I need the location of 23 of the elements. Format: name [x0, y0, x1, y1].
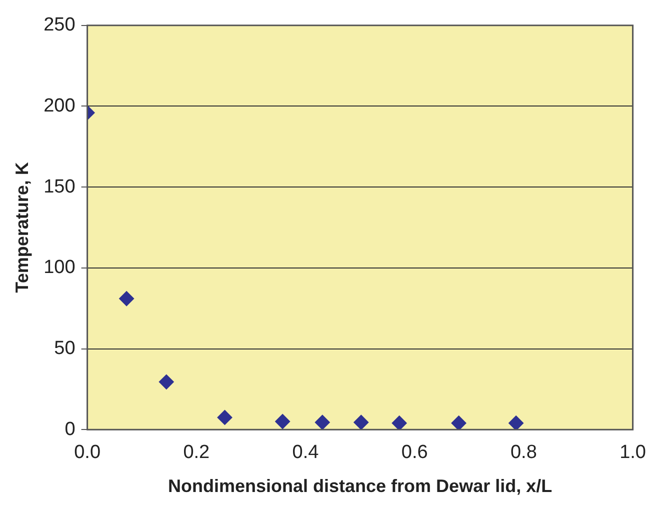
- x-tick-label: 1.0: [620, 442, 646, 464]
- y-tick-label: 0: [64, 418, 76, 440]
- y-tick-label: 150: [44, 176, 76, 198]
- point: [275, 414, 290, 430]
- x-tick-label: 0.2: [183, 442, 210, 464]
- point: [158, 374, 174, 390]
- point: [217, 410, 232, 425]
- point: [392, 416, 407, 430]
- point: [508, 416, 524, 430]
- x-tick-label: 0.8: [510, 442, 537, 464]
- y-tick-label: 200: [44, 95, 76, 116]
- x-axis-title: Nondimensional distance from Dewar lid, x/L: [168, 476, 552, 496]
- x-tick-label: 0.0: [74, 442, 101, 464]
- point: [451, 416, 466, 430]
- y-tick-label: 250: [44, 14, 76, 36]
- y-tick-label: 50: [54, 338, 76, 359]
- y-axis-title: Temperature, K: [12, 162, 32, 293]
- x-tick-label: 0.4: [292, 442, 320, 464]
- point: [314, 414, 330, 430]
- x-tick-label: 0.6: [401, 442, 428, 464]
- point: [354, 414, 369, 430]
- point: [119, 291, 134, 306]
- y-tick-label: 100: [44, 257, 76, 278]
